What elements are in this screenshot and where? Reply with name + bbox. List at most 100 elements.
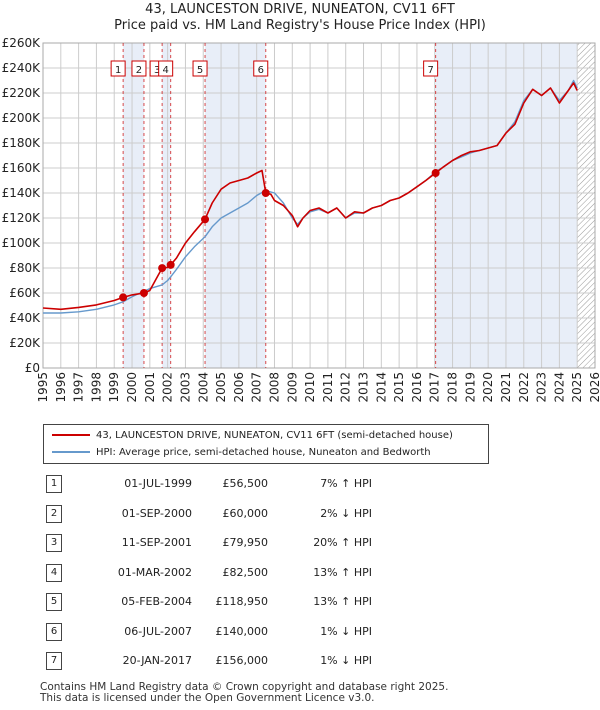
transaction-row: 1 01-JUL-1999 £56,500 7% ↑ HPI (40, 475, 460, 493)
transaction-date: 20-JAN-2017 (122, 654, 192, 667)
sale-label-text-3: 3 (154, 65, 160, 76)
x-tick-label: 2012 (339, 372, 353, 403)
footer: Contains HM Land Registry data © Crown c… (40, 682, 448, 704)
x-tick-label: 2009 (285, 372, 299, 403)
x-tick-label: 2024 (552, 372, 566, 403)
chart-legend: 43, LAUNCESTON DRIVE, NUNEATON, CV11 6FT… (43, 424, 489, 464)
x-tick-label: 2008 (267, 372, 281, 403)
transaction-price: £140,000 (215, 624, 269, 638)
sale-label-box-6 (253, 60, 269, 77)
x-tick-label: 2025 (570, 372, 584, 403)
plot-frame (42, 42, 596, 369)
sale-point-7 (431, 169, 440, 177)
x-tick-label: 1999 (107, 372, 121, 403)
y-tick-label: £260K (2, 36, 42, 50)
x-tick-label: 2004 (196, 372, 210, 403)
transaction-row: 7 20-JAN-2017 £156,000 1% ↓ HPI (40, 652, 460, 670)
transaction-price: £82,500 (222, 565, 269, 579)
y-tick-label: £140K (2, 186, 42, 200)
legend-swatch-red (52, 434, 90, 436)
transaction-number: 7 (46, 652, 62, 670)
transaction-number: 1 (46, 475, 62, 493)
y-tick-label: £120K (2, 211, 42, 225)
chart-subtitle: Price paid vs. HM Land Registry's House … (114, 18, 486, 33)
x-tick-label: 2020 (481, 372, 495, 403)
sale-label-text-4: 4 (162, 65, 168, 76)
x-tick-label: 2019 (463, 372, 477, 403)
x-tick-label: 2010 (303, 372, 317, 403)
transaction-row: 4 01-MAR-2002 £82,500 13% ↑ HPI (40, 563, 460, 582)
transaction-price: £56,500 (222, 477, 269, 490)
transaction-row: 3 11-SEP-2001 £79,950 20% ↑ HPI (40, 534, 460, 552)
x-tick-label: 1998 (89, 372, 103, 403)
y-tick-label: £80K (9, 261, 41, 275)
y-tick-label: £60K (9, 286, 41, 300)
x-tick-label: 1995 (36, 372, 50, 403)
x-tick-label: 2001 (143, 372, 157, 403)
sale-label-text-2: 2 (136, 65, 142, 76)
transaction-row: 5 05-FEB-2004 £118,950 13% ↑ HPI (40, 593, 460, 611)
footer-copyright: Contains HM Land Registry data © Crown c… (40, 681, 449, 693)
ownership-shade-1 (123, 43, 144, 368)
legend-item-hpi: HPI: Average price, semi-detached house,… (52, 445, 431, 461)
transaction-number: 5 (46, 593, 62, 611)
x-tick-label: 2018 (446, 372, 460, 403)
x-tick-label: 1997 (72, 372, 86, 403)
transaction-date: 05-FEB-2004 (121, 595, 192, 608)
sale-label-text-7: 7 (427, 65, 433, 76)
sale-label-box-1 (110, 60, 126, 77)
transaction-row: 6 06-JUL-2007 £140,000 1% ↓ HPI (40, 622, 460, 641)
transaction-number: 2 (46, 504, 62, 523)
y-tick-label: £20K (9, 336, 41, 350)
price-chart: £0 £20K £40K £60K £80K £100K £120K £140K £160K £1… (2, 36, 600, 403)
x-tick-label: 2026 (588, 372, 600, 403)
x-tick-label: 2011 (321, 372, 335, 403)
legend-swatch-blue (52, 451, 90, 453)
sale-point-3 (158, 264, 167, 273)
x-tick-label: 2000 (125, 372, 139, 403)
sale-label-box-7 (423, 60, 439, 77)
footer-license: This data is licensed under the Open Gov… (40, 692, 375, 704)
transaction-date: 01-SEP-2000 (121, 506, 192, 520)
transaction-number: 3 (46, 534, 62, 552)
sale-label-text-6: 6 (258, 65, 264, 76)
x-tick-label: 2013 (357, 372, 371, 403)
transaction-row: 2 01-SEP-2000 £60,000 2% ↓ HPI (40, 504, 460, 523)
transaction-hpi-diff: 1% ↓ HPI (320, 624, 372, 638)
x-tick-label: 2007 (250, 372, 264, 403)
x-tick-label: 2003 (178, 372, 192, 403)
transaction-hpi-diff: 7% ↑ HPI (320, 477, 372, 490)
y-tick-label: £200K (2, 111, 42, 125)
y-tick-label: £0 (25, 361, 40, 375)
ownership-shade-3 (162, 43, 171, 368)
transaction-date: 01-MAR-2002 (117, 565, 192, 579)
x-tick-label: 2017 (428, 372, 442, 403)
y-tick-label: £160K (2, 161, 42, 175)
sale-point-4 (166, 260, 175, 269)
legend-item-property: 43, LAUNCESTON DRIVE, NUNEATON, CV11 6FT… (52, 428, 453, 444)
x-tick-label: 2006 (232, 372, 246, 403)
y-tick-label: £240K (2, 61, 42, 75)
sale-point-6 (261, 189, 270, 197)
transaction-hpi-diff: 1% ↓ HPI (320, 654, 372, 667)
transaction-price: £118,950 (215, 595, 269, 608)
transaction-date: 01-JUL-1999 (124, 477, 192, 490)
x-tick-label: 2005 (214, 372, 228, 403)
transaction-date: 06-JUL-2007 (124, 624, 192, 638)
sale-label-box-5 (192, 60, 208, 77)
x-tick-label: 2021 (499, 372, 513, 403)
x-tick-label: 2022 (517, 372, 531, 403)
x-tick-label: 2002 (161, 372, 175, 403)
y-tick-label: £100K (2, 236, 42, 250)
y-tick-label: £40K (9, 311, 41, 325)
x-tick-label: 1996 (54, 372, 68, 403)
x-tick-label: 2023 (535, 372, 549, 403)
sale-label-box-2 (131, 60, 147, 77)
legend-label-hpi: HPI: Average price, semi-detached house,… (96, 447, 431, 458)
transaction-price: £79,950 (222, 536, 269, 549)
transaction-hpi-diff: 20% ↑ HPI (313, 536, 372, 549)
transaction-date: 11-SEP-2001 (121, 536, 192, 549)
forecast-hatch-region (577, 43, 595, 368)
sale-point-5 (201, 215, 210, 224)
y-tick-label: £180K (2, 136, 42, 150)
